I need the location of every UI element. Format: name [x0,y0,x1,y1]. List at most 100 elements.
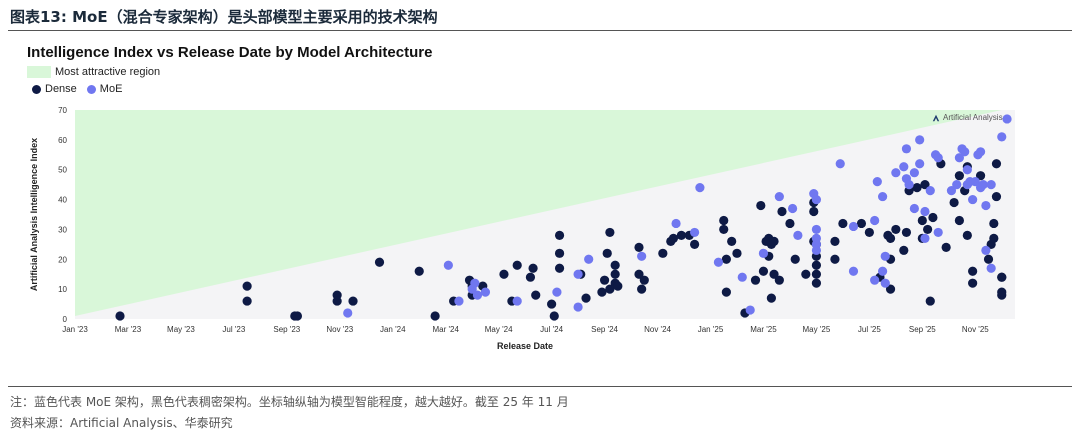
moe-point [920,206,930,217]
moe-point [443,260,453,270]
figure-title: 图表13: MoE（混合专家架构）是头部模型主要采用的技术架构 [10,8,438,26]
dense-point [676,230,686,240]
y-tick-label: 20 [58,255,67,264]
dense-point [928,212,938,223]
moe-point [737,272,747,282]
y-tick-label: 10 [58,285,67,294]
dense-point [690,239,700,249]
dense-point [115,311,125,321]
data-points [115,114,1012,321]
moe-point [952,180,962,190]
legend-label-dense: Dense [45,83,77,95]
y-tick-label: 30 [58,225,67,234]
moe-point [512,296,522,306]
moe-point [975,147,986,157]
dense-point [292,311,303,321]
region-legend: Most attractive region [27,66,160,78]
moe-point [848,266,859,276]
dense-point [830,254,840,264]
moe-point [970,177,980,187]
moe-point [925,186,935,196]
dense-point [989,218,999,229]
moe-point [909,203,919,214]
scatter-plot: Jan '23 Mar '23 May '23 Jul '23 Sep '23 Nov '… [29,106,1015,351]
dense-point [721,254,731,264]
moe-point [962,165,972,175]
dense-point [610,260,620,270]
x-axis-label: Release Date [497,341,553,351]
moe-point [573,269,583,279]
x-tick-label: Jan '24 [380,325,406,334]
region-legend-label: Most attractive region [55,66,161,78]
moe-point [454,296,464,306]
title-divider [8,30,1072,31]
legend-label-moe: MoE [99,83,123,95]
x-tick-label: Nov '24 [644,325,671,334]
moe-point [920,233,930,243]
y-axis-label: Artificial Analysis Intelligence Index [29,138,39,291]
moe-point [981,245,991,255]
legend-item-moe: MoE [86,83,123,95]
dense-point [605,227,615,238]
dense-point [811,278,822,288]
dense-point [531,290,541,300]
dense-point [891,224,901,235]
y-tick-label: 40 [58,196,67,205]
dense-point [634,242,644,252]
dense-point [528,263,538,273]
dense-point [830,236,840,246]
x-tick-label: Jan '25 [698,325,724,334]
moe-point [870,215,880,226]
moe-point [695,183,705,193]
dense-point [777,206,787,217]
dense-point [758,266,769,276]
moe-point [981,200,991,211]
moe-point [899,162,909,172]
moe-point [811,224,822,235]
moe-legend-dot [86,84,96,94]
moe-point [978,180,988,190]
x-tick-label: Jan '23 [62,325,88,334]
dense-point [374,257,385,267]
dense-point [962,230,972,240]
dense-point [332,290,342,300]
moe-point [878,191,888,202]
moe-point [915,135,925,145]
dense-point [658,248,668,258]
dense-point [732,248,742,258]
moe-point [787,203,798,214]
dense-point [610,269,620,279]
dense-point [605,284,615,294]
dense-point [769,269,779,279]
series-legend: Dense MoE [32,83,122,95]
y-tick-label: 70 [58,106,67,115]
moe-point [573,302,583,312]
moe-point [946,186,957,196]
dense-point [954,171,964,181]
dense-point [968,266,978,276]
legend-item-dense: Dense [32,83,77,95]
moe-point [480,287,491,297]
dense-point [639,275,649,285]
dense-point [554,248,565,258]
x-tick-label: Jul '25 [858,325,881,334]
dense-point [242,281,252,291]
dense-point [512,260,522,270]
region-swatch [27,66,51,78]
moe-point [933,153,943,163]
dense-point [769,236,779,246]
figure-note: 注：蓝色代表 MoE 架构，黑色代表稠密架构。坐标轴纵轴为模型智能程度，越大越好… [10,395,569,409]
x-tick-label: Sep '25 [909,325,936,334]
moe-point [870,275,880,285]
x-tick-label: Nov '25 [962,325,989,334]
moe-point [986,180,996,190]
dense-point [917,215,927,226]
artificial-analysis-logo-icon [932,114,940,121]
y-tick-label: 60 [58,136,67,145]
x-tick-label: Mar '23 [115,325,142,334]
dense-point [949,197,959,208]
moe-point [878,266,888,276]
moe-point [713,257,724,267]
dense-point [668,233,679,243]
moe-point [848,221,859,232]
